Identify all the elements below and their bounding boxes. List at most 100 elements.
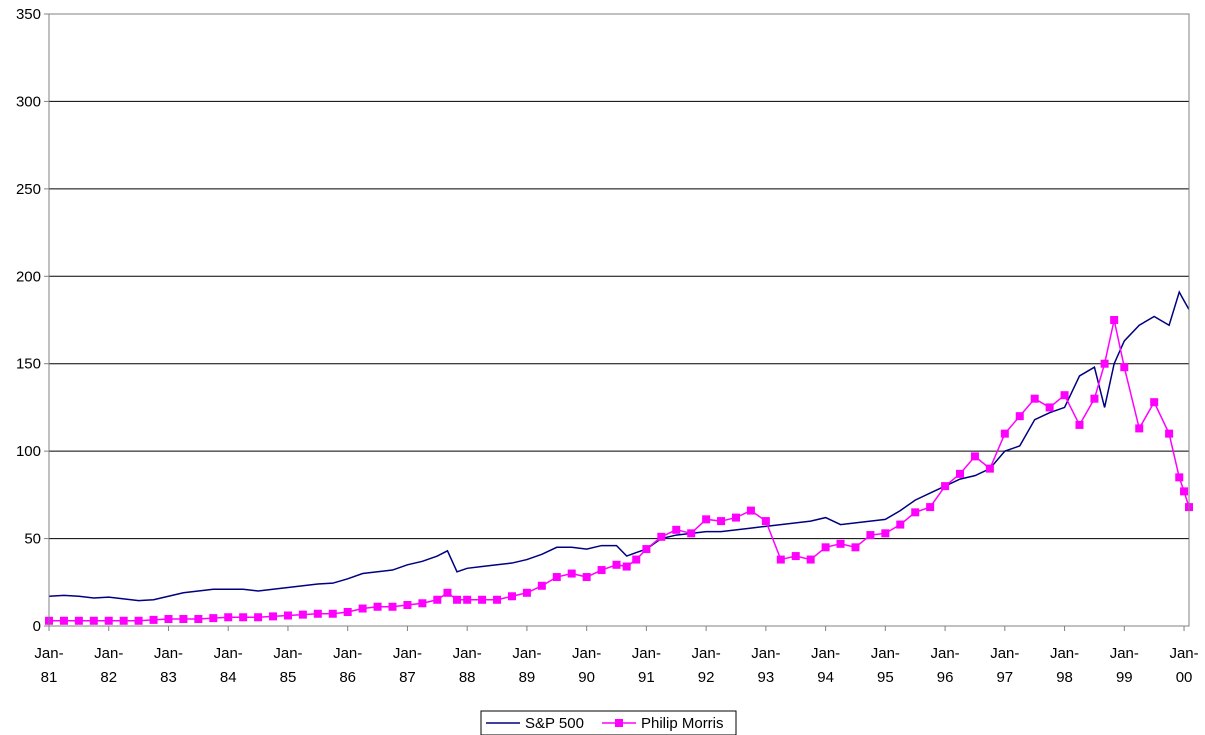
data-point-philip-morris [552,573,561,582]
legend-pm-marker [615,719,623,727]
data-point-philip-morris [746,506,755,515]
legend-pm-label: Philip Morris [641,715,724,732]
x-tick-label: Jan- [333,645,362,662]
x-tick-label: Jan- [94,645,123,662]
data-point-philip-morris [776,555,785,564]
data-point-philip-morris [493,595,502,604]
x-tick-label: Jan- [751,645,780,662]
data-point-philip-morris [328,609,337,618]
x-tick-label: 91 [638,669,655,686]
data-point-philip-morris [851,543,860,552]
x-tick-label: 81 [41,669,58,686]
data-point-philip-morris [507,592,516,601]
data-point-philip-morris [537,581,546,590]
y-tick-label: 300 [16,93,41,110]
data-point-philip-morris [1015,412,1024,421]
series-layer [45,290,1193,625]
plot-area-border [48,13,1190,627]
data-point-philip-morris [761,517,770,526]
x-tick-label: Jan- [512,645,541,662]
data-point-philip-morris [1000,429,1009,438]
data-point-philip-morris [224,613,233,622]
x-tick-label: 98 [1056,669,1073,686]
data-point-philip-morris [522,588,531,597]
data-point-philip-morris [582,573,591,582]
data-point-philip-morris [343,608,352,617]
data-point-philip-morris [104,616,113,625]
data-point-philip-morris [1135,424,1144,433]
data-point-philip-morris [806,555,815,564]
x-tick-label: Jan- [1169,645,1198,662]
data-point-philip-morris [418,599,427,608]
x-axis-ticks: Jan- 81 Jan- 82 Jan- 83 Jan- 84 Jan- 85 Jan- 86 Jan-… [34,626,1199,686]
data-point-philip-morris [911,508,920,517]
x-tick-label: Jan- [692,645,721,662]
data-point-philip-morris [612,560,621,569]
x-tick-label: 88 [459,669,476,686]
data-point-philip-morris [1165,429,1174,438]
series-line-philip-morris [49,319,1190,622]
data-point-philip-morris [567,569,576,578]
data-point-philip-morris [731,513,740,522]
data-point-philip-morris [702,515,711,524]
data-point-philip-morris [443,588,452,597]
x-tick-label: 99 [1116,669,1133,686]
x-tick-label: 95 [877,669,894,686]
data-point-philip-morris [403,601,412,610]
x-tick-label: Jan- [34,645,63,662]
data-point-philip-morris [1090,394,1099,403]
data-point-philip-morris [672,525,681,534]
x-tick-label: 82 [100,669,117,686]
x-tick-label: 96 [937,669,954,686]
x-tick-label: 89 [519,669,536,686]
data-point-philip-morris [1100,359,1109,368]
data-point-philip-morris [463,595,472,604]
data-point-philip-morris [119,616,128,625]
gridlines [49,13,1189,540]
data-point-philip-morris [642,545,651,554]
x-tick-label: Jan- [393,645,422,662]
data-point-philip-morris [881,529,890,538]
x-tick-label: Jan- [154,645,183,662]
data-point-philip-morris [1180,487,1189,496]
x-tick-label: Jan- [572,645,601,662]
y-tick-label: 50 [24,531,41,548]
data-point-philip-morris [298,610,307,619]
data-point-philip-morris [269,612,278,621]
data-point-philip-morris [134,616,143,625]
x-tick-label: Jan- [453,645,482,662]
data-point-philip-morris [433,595,442,604]
x-tick-label: 92 [698,669,715,686]
x-tick-label: 83 [160,669,177,686]
data-point-philip-morris [59,616,68,625]
x-tick-label: 85 [280,669,297,686]
data-point-philip-morris [1150,398,1159,407]
x-tick-label: Jan- [273,645,302,662]
data-point-philip-morris [313,609,322,618]
data-point-philip-morris [1175,473,1184,482]
x-tick-label: 93 [758,669,775,686]
data-point-philip-morris [283,611,292,620]
data-point-philip-morris [821,543,830,552]
data-point-philip-morris [632,555,641,564]
y-tick-label: 200 [16,268,41,285]
data-point-philip-morris [478,595,487,604]
data-point-philip-morris [164,615,173,624]
y-tick-label: 150 [16,356,41,373]
x-tick-label: Jan- [1110,645,1139,662]
data-point-philip-morris [717,517,726,526]
y-tick-label: 250 [16,181,41,198]
series-line-s-p-500 [48,290,1190,602]
x-tick-label: Jan- [871,645,900,662]
data-point-philip-morris [985,464,994,473]
data-point-philip-morris [970,452,979,461]
y-tick-label: 350 [16,6,41,23]
data-point-philip-morris [149,615,158,624]
data-point-philip-morris [1120,363,1129,372]
x-tick-label: 86 [339,669,356,686]
data-point-philip-morris [194,615,203,624]
x-tick-label: 97 [996,669,1013,686]
x-tick-label: 90 [578,669,595,686]
legend: S&P 500 Philip Morris [480,710,737,735]
